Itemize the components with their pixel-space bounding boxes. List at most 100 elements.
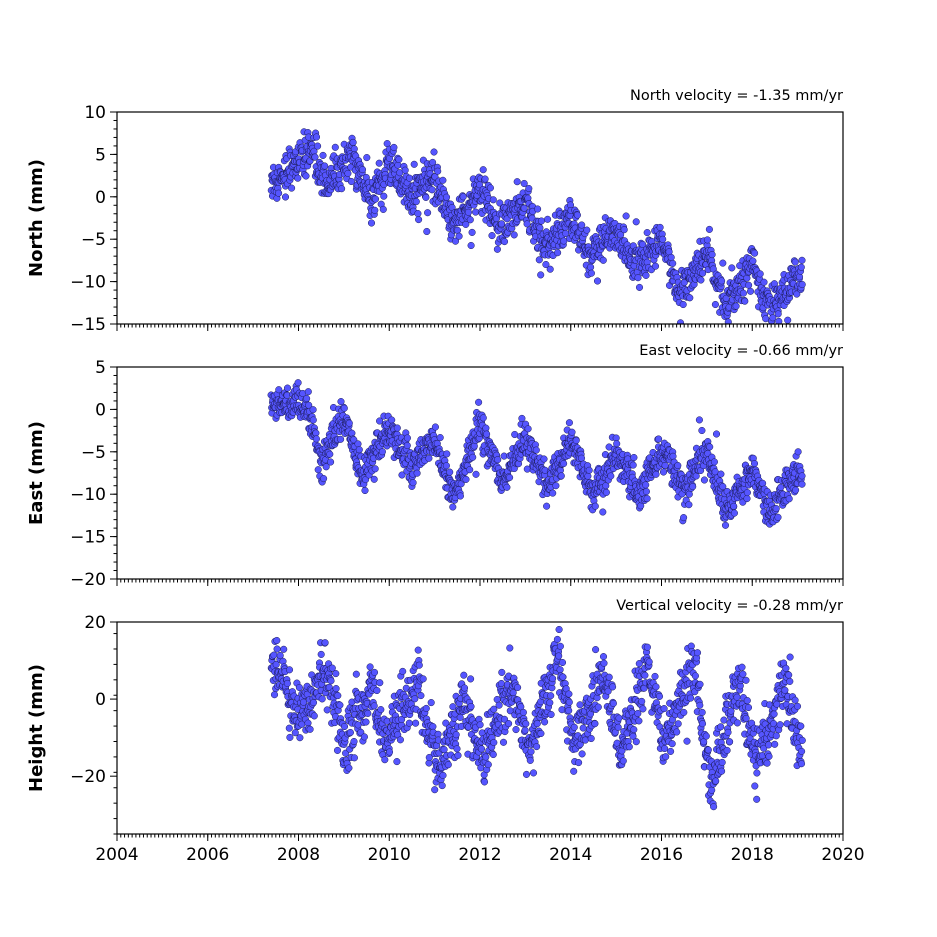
data-point xyxy=(294,174,302,182)
data-point xyxy=(321,162,329,170)
data-point xyxy=(693,649,702,657)
data-point xyxy=(620,226,628,234)
data-point xyxy=(784,316,792,324)
data-point xyxy=(543,502,551,510)
x-tick-label: 2006 xyxy=(186,845,229,865)
data-point xyxy=(730,509,738,517)
data-point xyxy=(776,721,784,729)
x-tick-label: 2008 xyxy=(277,845,320,865)
data-point xyxy=(496,199,504,207)
x-tick-label: 2016 xyxy=(640,845,683,865)
east-velocity-label: East velocity = -0.66 mm/yr xyxy=(639,343,843,359)
data-point xyxy=(555,652,563,660)
data-point xyxy=(431,786,439,794)
data-point xyxy=(719,483,727,491)
data-point xyxy=(583,226,591,234)
data-point xyxy=(442,462,450,470)
data-point xyxy=(565,707,573,715)
data-point xyxy=(498,668,506,676)
data-point xyxy=(655,435,663,443)
data-point xyxy=(281,193,290,201)
data-point xyxy=(415,661,423,669)
data-point xyxy=(763,759,771,767)
east-points xyxy=(267,379,806,529)
data-point xyxy=(377,706,385,714)
data-point xyxy=(459,193,467,201)
data-point xyxy=(512,726,520,734)
data-point xyxy=(629,461,637,469)
data-point xyxy=(449,703,457,711)
data-point xyxy=(370,668,379,676)
data-point xyxy=(553,635,561,643)
data-point xyxy=(425,454,433,462)
x-tick-label: 2014 xyxy=(549,845,592,865)
data-point xyxy=(336,701,344,709)
data-point xyxy=(370,702,378,710)
data-point xyxy=(794,448,802,456)
data-point xyxy=(797,263,805,271)
data-point xyxy=(466,216,474,224)
data-point xyxy=(371,195,380,203)
y-tick-label: −5 xyxy=(81,443,106,463)
data-point xyxy=(360,733,368,741)
data-point xyxy=(753,795,761,803)
data-point xyxy=(346,728,354,737)
data-point xyxy=(294,379,302,387)
data-point xyxy=(578,221,586,229)
data-point xyxy=(303,394,311,403)
data-point xyxy=(288,184,296,192)
data-point xyxy=(475,398,483,406)
data-point xyxy=(739,289,747,297)
data-point xyxy=(712,777,720,785)
data-point xyxy=(555,625,563,634)
data-point xyxy=(348,429,356,437)
data-point xyxy=(733,693,741,701)
data-point xyxy=(306,725,314,733)
data-point xyxy=(798,280,806,289)
data-point xyxy=(509,689,517,697)
north-velocity-label: North velocity = -1.35 mm/yr xyxy=(630,88,843,104)
data-point xyxy=(782,664,790,672)
data-point xyxy=(706,443,714,451)
data-point xyxy=(749,257,757,265)
data-point xyxy=(520,179,528,188)
data-point xyxy=(718,758,726,766)
data-point xyxy=(323,706,331,714)
data-point xyxy=(710,458,718,466)
data-point xyxy=(546,699,554,707)
data-point xyxy=(417,692,425,700)
data-point xyxy=(602,488,610,496)
data-point xyxy=(520,204,528,212)
data-point xyxy=(462,475,470,483)
data-point xyxy=(319,151,327,159)
data-point xyxy=(275,386,283,394)
y-tick-label: −15 xyxy=(70,528,106,548)
data-point xyxy=(285,666,294,674)
data-point xyxy=(793,702,802,710)
data-point xyxy=(772,732,780,740)
data-point xyxy=(460,671,468,679)
data-point xyxy=(310,712,318,720)
data-point xyxy=(454,751,462,759)
data-point xyxy=(479,414,487,422)
data-point xyxy=(312,133,321,141)
data-point xyxy=(498,220,506,228)
data-point xyxy=(467,702,475,711)
data-point xyxy=(321,639,329,647)
data-point xyxy=(506,644,514,652)
data-point xyxy=(333,746,342,754)
data-point xyxy=(549,489,557,497)
data-point xyxy=(467,241,475,250)
data-point xyxy=(525,184,533,193)
data-point xyxy=(542,260,550,269)
data-point xyxy=(712,430,721,438)
data-point xyxy=(792,486,800,494)
data-point xyxy=(393,758,401,766)
y-tick-label: −10 xyxy=(70,485,106,505)
data-point xyxy=(452,731,460,739)
data-point xyxy=(527,748,535,756)
data-point xyxy=(376,417,384,425)
data-point xyxy=(738,663,746,671)
data-point xyxy=(297,96,304,103)
data-point xyxy=(607,472,615,480)
